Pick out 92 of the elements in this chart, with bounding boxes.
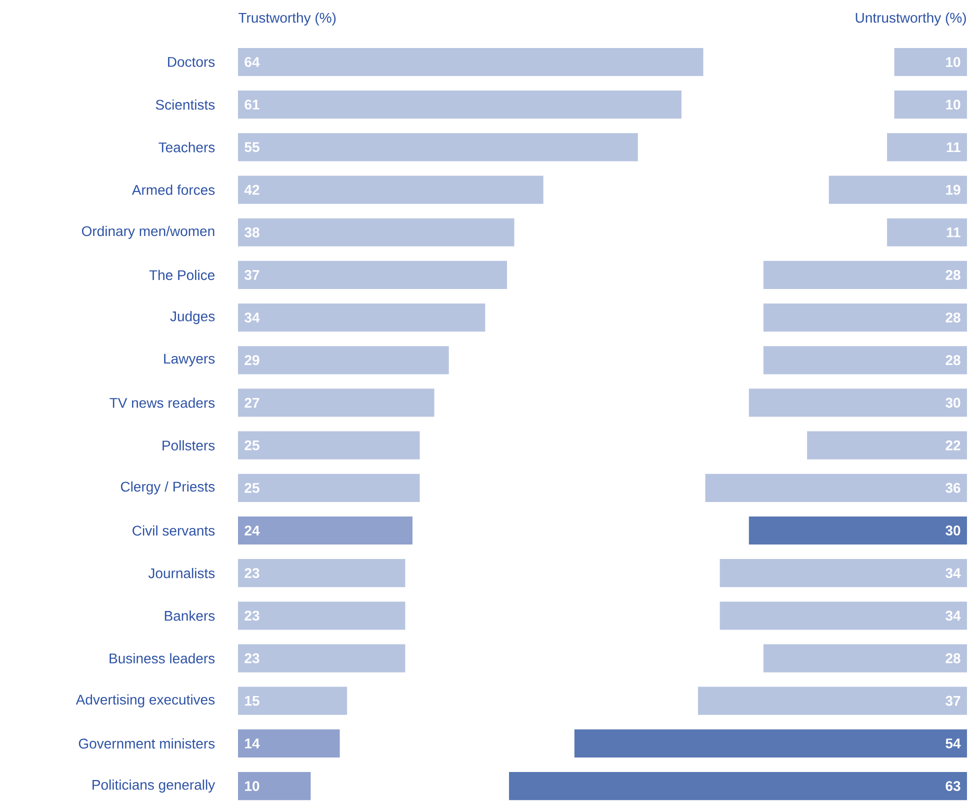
- y-tick-label: Government ministers: [78, 738, 215, 749]
- data-label: 15: [245, 696, 260, 706]
- data-label: 10: [245, 781, 260, 792]
- bar: [698, 686, 967, 715]
- data-label: 36: [946, 482, 960, 493]
- data-label: 11: [946, 142, 960, 152]
- y-tick-label: Bankers: [164, 610, 215, 621]
- bar: [238, 729, 340, 758]
- data-label: 29: [244, 355, 260, 366]
- y-tick-label: Journalists: [148, 568, 215, 578]
- data-label: 37: [946, 696, 960, 706]
- bar: [238, 48, 704, 76]
- bar: [763, 346, 967, 374]
- data-label: 42: [244, 184, 260, 195]
- data-label: 34: [946, 610, 961, 621]
- bar: [828, 176, 967, 204]
- bar: [238, 644, 406, 672]
- bar: [748, 516, 967, 545]
- data-label: 64: [244, 57, 260, 67]
- data-label: 55: [244, 142, 260, 152]
- data-label: 61: [244, 100, 260, 110]
- bar: [238, 559, 406, 588]
- y-tick-label: Politicians generally: [92, 780, 216, 793]
- bar: [238, 303, 486, 332]
- bar: [238, 346, 449, 374]
- data-label: 30: [946, 398, 960, 408]
- data-label: 10: [946, 100, 960, 110]
- data-label: 25: [244, 440, 260, 450]
- bar: [763, 260, 967, 290]
- bar: [763, 303, 967, 332]
- bar: [238, 431, 420, 460]
- bar: [238, 686, 348, 715]
- data-label: 37: [244, 270, 260, 280]
- y-tick-label: Business leaders: [110, 653, 215, 664]
- data-label: 28: [946, 355, 960, 366]
- data-label: 11: [946, 228, 960, 238]
- data-label: 63: [946, 781, 960, 792]
- y-tick-label: Judges: [170, 311, 215, 324]
- bar: [508, 772, 967, 800]
- y-tick-label: Clergy / Priests: [120, 481, 215, 494]
- bar: [574, 729, 967, 758]
- data-label: 25: [244, 482, 260, 493]
- bar: [238, 218, 514, 246]
- data-label: 19: [946, 184, 960, 195]
- bar: [238, 260, 507, 290]
- y-tick-label: Armed forces: [132, 184, 215, 195]
- bar: [894, 48, 967, 76]
- y-tick-label: The Police: [149, 270, 214, 280]
- data-label: 28: [946, 653, 960, 664]
- y-tick-label: Civil servants: [132, 525, 215, 536]
- chart-title: Trustworthy (%): [238, 12, 336, 26]
- data-label: 22: [946, 440, 960, 450]
- data-label: 23: [244, 610, 260, 621]
- y-tick-label: Lawyers: [164, 354, 215, 366]
- bar: [887, 133, 967, 162]
- data-label: 30: [946, 526, 960, 536]
- data-label: 23: [244, 653, 260, 664]
- bar: [238, 133, 638, 162]
- y-tick-label: TV news readers: [110, 398, 215, 408]
- bar: [238, 176, 544, 204]
- bar: [720, 559, 967, 588]
- data-label: 14: [245, 738, 260, 748]
- bar: [763, 644, 967, 672]
- data-label: 54: [946, 738, 961, 748]
- bar: [238, 90, 682, 119]
- bar: [238, 602, 406, 630]
- y-tick-label: Scientists: [156, 99, 215, 110]
- data-label: 28: [946, 270, 960, 280]
- y-tick-label: Teachers: [158, 142, 215, 152]
- bar: [238, 474, 420, 502]
- data-label: 34: [244, 312, 260, 323]
- bar: [748, 388, 967, 417]
- bar: [705, 474, 967, 502]
- bar: [238, 388, 434, 417]
- chart-title: Untrustworthy (%): [856, 12, 966, 26]
- data-label: 34: [946, 568, 961, 578]
- y-tick-label: Advertising executives: [76, 694, 215, 708]
- y-tick-label: Ordinary men/women: [82, 226, 214, 239]
- data-label: 28: [946, 312, 960, 323]
- bar: [894, 90, 967, 119]
- data-label: 23: [244, 568, 260, 578]
- y-tick-label: Pollsters: [162, 440, 215, 450]
- data-label: 24: [244, 526, 260, 536]
- data-label: 38: [244, 227, 260, 238]
- bar: [238, 516, 412, 545]
- bar: [807, 431, 967, 460]
- data-label: 27: [244, 398, 260, 408]
- y-tick-label: Doctors: [168, 57, 215, 67]
- bar: [720, 602, 967, 630]
- bar: [887, 218, 967, 246]
- bar: [238, 772, 311, 800]
- data-label: 10: [946, 57, 960, 67]
